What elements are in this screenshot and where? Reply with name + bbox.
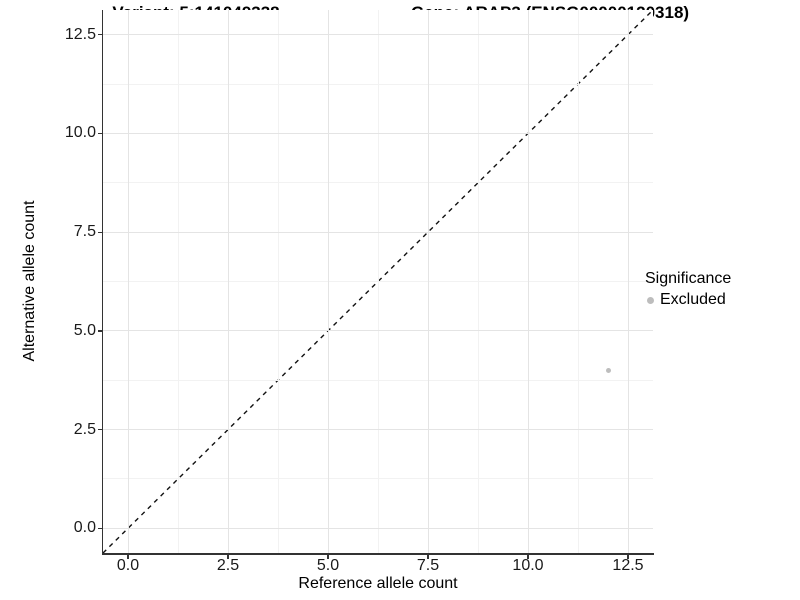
y-major-gridline bbox=[103, 132, 653, 134]
x-tick-label: 7.5 bbox=[416, 557, 440, 574]
y-tick-label: 10.0 bbox=[64, 124, 96, 142]
x-major-gridline bbox=[627, 10, 629, 553]
x-tick-mark bbox=[327, 553, 329, 559]
y-tick-mark bbox=[97, 34, 103, 36]
legend: Significance Excluded bbox=[645, 270, 731, 309]
y-axis-line bbox=[101, 10, 104, 555]
x-major-gridline bbox=[327, 10, 329, 553]
x-tick-label: 10.0 bbox=[512, 557, 544, 574]
y-axis-title: Alternative allele count bbox=[21, 200, 38, 362]
x-major-gridline bbox=[227, 10, 229, 553]
x-axis-title: Reference allele count bbox=[298, 575, 458, 592]
y-minor-gridline bbox=[103, 83, 653, 85]
x-tick-mark bbox=[127, 553, 129, 559]
y-tick-label: 0.0 bbox=[73, 519, 96, 537]
y-tick-mark bbox=[97, 330, 103, 332]
y-minor-gridline bbox=[103, 478, 653, 480]
y-tick-label: 5.0 bbox=[73, 321, 96, 339]
legend-item-excluded: Excluded bbox=[645, 291, 731, 309]
plot-panel bbox=[103, 10, 653, 553]
y-major-gridline bbox=[103, 527, 653, 529]
legend-title: Significance bbox=[645, 270, 732, 287]
x-axis-line bbox=[101, 553, 654, 555]
y-tick-mark bbox=[97, 527, 103, 529]
y-tick-label: 12.5 bbox=[64, 25, 96, 43]
x-tick-label: 2.5 bbox=[216, 557, 240, 574]
y-minor-gridline bbox=[103, 182, 653, 184]
x-major-gridline bbox=[427, 10, 429, 553]
x-major-gridline bbox=[527, 10, 529, 553]
y-major-gridline bbox=[103, 231, 653, 233]
x-tick-mark bbox=[527, 553, 529, 559]
identity-reference-line bbox=[103, 10, 653, 553]
x-tick-mark bbox=[227, 553, 229, 559]
x-tick-mark bbox=[627, 553, 629, 559]
y-minor-gridline bbox=[103, 281, 653, 282]
x-tick-mark bbox=[427, 553, 429, 559]
y-minor-gridline bbox=[103, 379, 653, 381]
y-tick-label: 2.5 bbox=[73, 420, 96, 438]
x-tick-label: 5.0 bbox=[316, 557, 340, 574]
y-major-gridline bbox=[103, 330, 653, 332]
y-major-gridline bbox=[103, 34, 653, 36]
y-major-gridline bbox=[103, 429, 653, 431]
data-point bbox=[605, 367, 611, 373]
y-tick-mark bbox=[97, 132, 103, 135]
x-tick-label: 0.0 bbox=[116, 557, 140, 574]
y-tick-mark bbox=[97, 428, 103, 431]
x-tick-label: 12.5 bbox=[612, 557, 644, 574]
legend-key-dot-icon bbox=[647, 296, 654, 304]
legend-item-label: Excluded bbox=[660, 291, 726, 308]
y-tick-label: 7.5 bbox=[73, 223, 96, 241]
x-major-gridline bbox=[127, 10, 129, 553]
y-tick-mark bbox=[97, 231, 103, 233]
